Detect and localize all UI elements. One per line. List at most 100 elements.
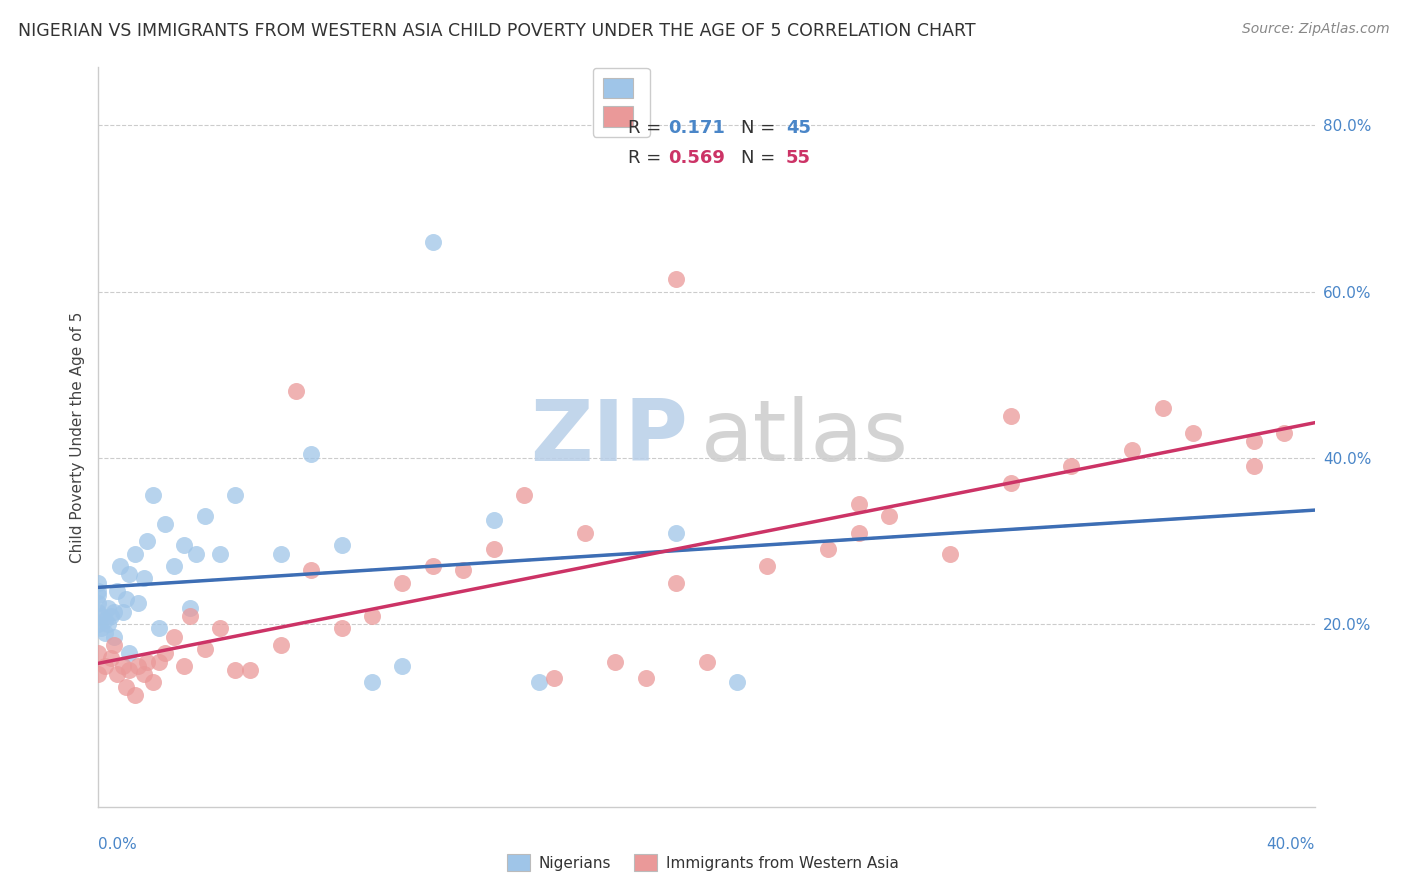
Point <box>127 658 149 673</box>
Point <box>513 488 536 502</box>
Point <box>209 621 232 635</box>
Y-axis label: Child Poverty Under the Age of 5: Child Poverty Under the Age of 5 <box>69 311 84 563</box>
Text: 55: 55 <box>786 149 811 167</box>
Point <box>93 625 115 640</box>
Point <box>87 646 110 660</box>
Point <box>224 488 246 502</box>
Point <box>100 609 122 624</box>
Point <box>148 655 170 669</box>
Point <box>90 621 112 635</box>
Point <box>848 525 870 540</box>
Point <box>1121 442 1143 457</box>
Point <box>103 605 125 619</box>
Point <box>239 663 262 677</box>
Point <box>422 235 444 249</box>
Point <box>665 575 688 590</box>
Text: 40.0%: 40.0% <box>1267 837 1315 852</box>
Point <box>103 630 125 644</box>
Point <box>877 509 900 524</box>
Point <box>87 575 110 590</box>
Point <box>330 621 353 635</box>
Point <box>105 667 128 681</box>
Point <box>111 658 134 673</box>
Point <box>173 538 195 552</box>
Text: ZIP: ZIP <box>530 395 689 479</box>
Point <box>529 675 551 690</box>
Point <box>155 646 177 660</box>
Text: 0.0%: 0.0% <box>98 837 138 852</box>
Point <box>90 609 112 624</box>
Point <box>118 567 141 582</box>
Point <box>665 272 688 286</box>
Point <box>93 613 115 627</box>
Point <box>665 525 688 540</box>
Point <box>1000 475 1022 490</box>
Point <box>574 525 596 540</box>
Text: N =: N = <box>741 119 780 136</box>
Point <box>148 621 170 635</box>
Point <box>155 517 177 532</box>
Point <box>118 646 141 660</box>
Point <box>136 534 159 549</box>
Point <box>124 688 146 702</box>
Point <box>391 658 413 673</box>
Point <box>1000 409 1022 424</box>
Point <box>184 547 207 561</box>
Point <box>173 658 195 673</box>
Point <box>1243 459 1265 474</box>
Point <box>179 600 201 615</box>
Point <box>93 658 115 673</box>
Point <box>756 559 779 574</box>
Point <box>453 563 475 577</box>
Point <box>142 675 165 690</box>
Point <box>1243 434 1265 449</box>
Point <box>1060 459 1083 474</box>
Point <box>422 559 444 574</box>
Point <box>605 655 627 669</box>
Point <box>96 617 118 632</box>
Point <box>100 650 122 665</box>
Point <box>848 497 870 511</box>
Text: NIGERIAN VS IMMIGRANTS FROM WESTERN ASIA CHILD POVERTY UNDER THE AGE OF 5 CORREL: NIGERIAN VS IMMIGRANTS FROM WESTERN ASIA… <box>18 22 976 40</box>
Point <box>87 584 110 599</box>
Point <box>163 630 186 644</box>
Point <box>361 609 384 624</box>
Text: R =: R = <box>628 149 668 167</box>
Point <box>1182 425 1205 440</box>
Point <box>87 617 110 632</box>
Text: atlas: atlas <box>700 395 908 479</box>
Text: N =: N = <box>741 149 780 167</box>
Text: Source: ZipAtlas.com: Source: ZipAtlas.com <box>1241 22 1389 37</box>
Legend: Nigerians, Immigrants from Western Asia: Nigerians, Immigrants from Western Asia <box>501 848 905 877</box>
Point <box>96 600 118 615</box>
Point <box>299 563 322 577</box>
Point <box>299 447 322 461</box>
Point <box>136 655 159 669</box>
Point <box>87 588 110 602</box>
Point <box>330 538 353 552</box>
Point <box>142 488 165 502</box>
Point <box>482 542 505 557</box>
Point <box>105 584 128 599</box>
Point <box>1272 425 1295 440</box>
Point <box>87 605 110 619</box>
Point <box>939 547 962 561</box>
Point <box>103 638 125 652</box>
Point <box>725 675 748 690</box>
Point <box>285 384 308 399</box>
Point <box>179 609 201 624</box>
Point <box>270 547 292 561</box>
Point <box>482 513 505 527</box>
Point <box>270 638 292 652</box>
Point <box>209 547 232 561</box>
Text: 45: 45 <box>786 119 811 136</box>
Point <box>114 680 136 694</box>
Point <box>132 572 155 586</box>
Text: 0.171: 0.171 <box>668 119 724 136</box>
Point <box>118 663 141 677</box>
Point <box>127 597 149 611</box>
Point <box>87 597 110 611</box>
Point <box>124 547 146 561</box>
Legend: , : , <box>593 68 650 136</box>
Point <box>108 559 131 574</box>
